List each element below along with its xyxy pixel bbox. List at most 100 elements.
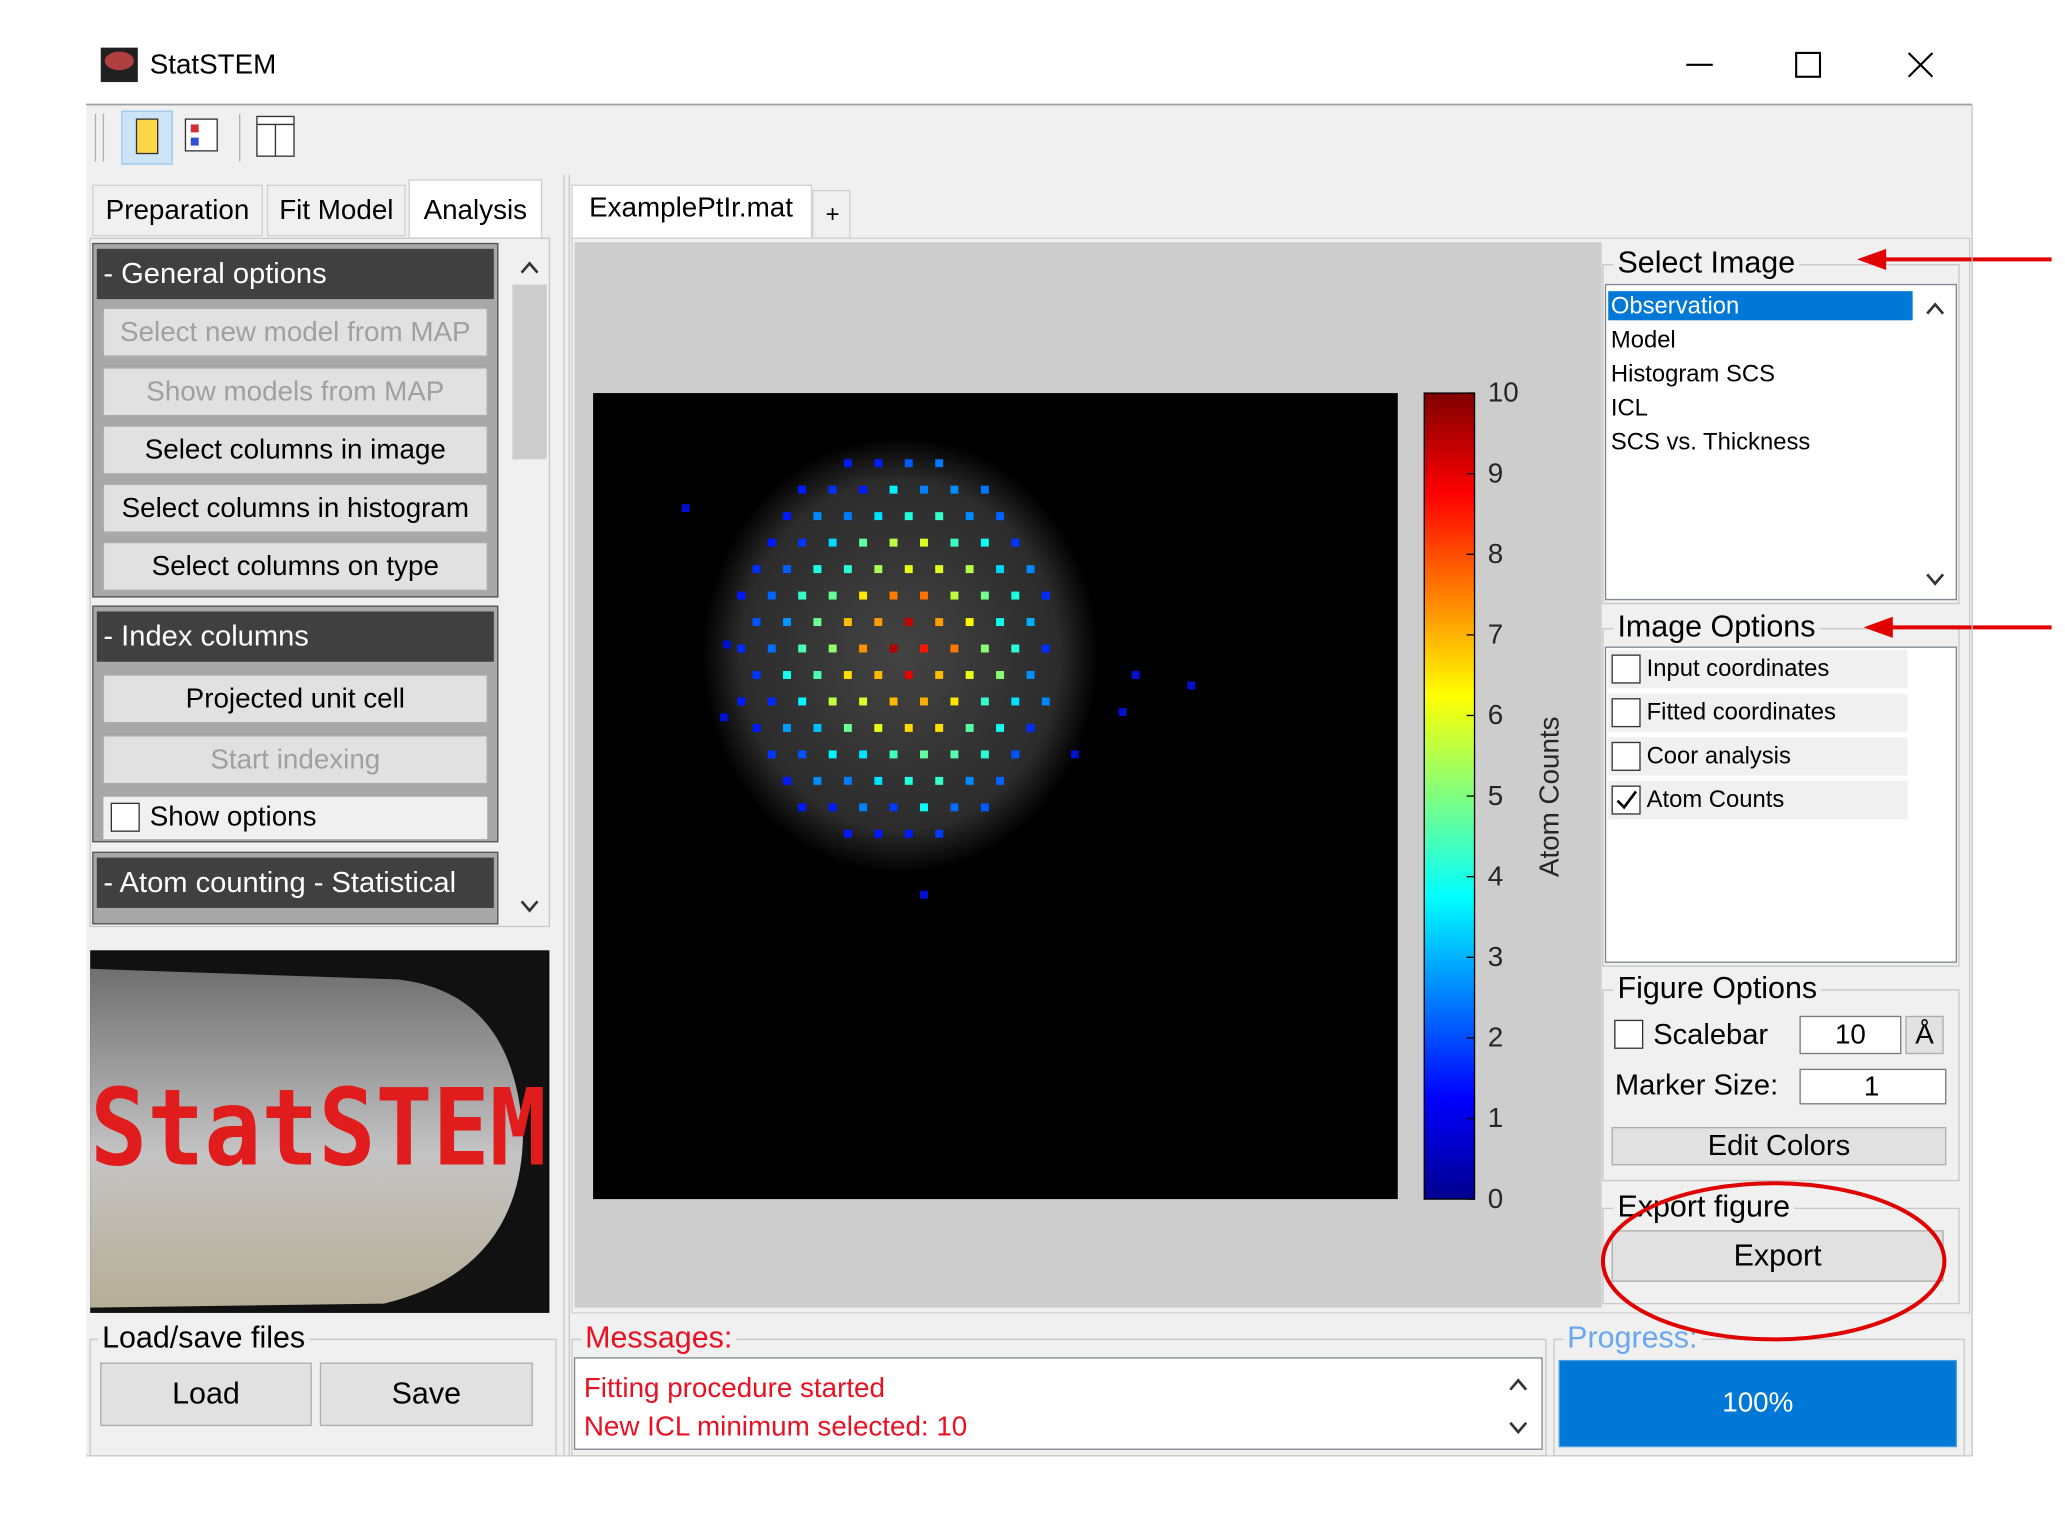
- tab[interactable]: [266, 184, 406, 237]
- atom-marker: [828, 750, 837, 759]
- load-button[interactable]: [100, 1362, 312, 1427]
- tab[interactable]: [92, 184, 263, 237]
- option-label: Atom Counts: [1647, 786, 1785, 813]
- atom-marker: [889, 644, 898, 653]
- micrograph-haze: [701, 436, 1099, 874]
- atom-marker: [889, 697, 898, 706]
- atom-marker: [889, 538, 898, 547]
- group-title-bg: [1613, 609, 1820, 644]
- section-button-label: Start indexing: [210, 743, 380, 774]
- atom-marker: [859, 803, 868, 812]
- toolbar: [86, 105, 1973, 173]
- atom-marker: [920, 644, 928, 653]
- section-button[interactable]: [102, 483, 488, 533]
- atom-marker: [920, 697, 928, 706]
- atom-marker: [813, 723, 822, 732]
- section-button[interactable]: [102, 425, 488, 475]
- atom-marker: [828, 591, 837, 600]
- edit-colors-button[interactable]: [1611, 1126, 1947, 1166]
- scroll-arrow-down[interactable]: [520, 900, 539, 913]
- scroll-arrow-up[interactable]: [1926, 302, 1945, 315]
- checkbox[interactable]: [1611, 785, 1641, 815]
- atom-marker: [1041, 644, 1050, 653]
- scroll-arrow-down[interactable]: [1509, 1421, 1528, 1435]
- atom-marker: [950, 803, 959, 812]
- unit-button[interactable]: [1905, 1015, 1944, 1055]
- atom-marker: [996, 565, 1005, 574]
- atom-marker: [1011, 591, 1020, 600]
- atom-marker: [935, 829, 944, 838]
- scroll-arrow-up[interactable]: [1509, 1378, 1528, 1391]
- annotation-ellipse: [1600, 1181, 1947, 1342]
- scalebar-input[interactable]: [1799, 1015, 1902, 1055]
- section-frame: [92, 242, 499, 598]
- atom-marker: [767, 538, 776, 547]
- section-button[interactable]: [102, 367, 488, 417]
- scrollbar-thumb[interactable]: [512, 284, 547, 460]
- atom-marker: [950, 591, 959, 600]
- save-button[interactable]: [319, 1362, 533, 1427]
- atom-marker: [965, 565, 974, 574]
- colorbar-tick-label: 10: [1488, 377, 1519, 408]
- checkbox[interactable]: [1611, 654, 1641, 684]
- atom-marker: [996, 723, 1005, 732]
- list-item: Histogram SCS: [1611, 360, 1775, 387]
- export-button-label: Export: [1734, 1238, 1823, 1272]
- group-title-bg: [1613, 971, 1822, 1006]
- unit-label: Å: [1915, 1019, 1934, 1050]
- atom-marker: [859, 485, 868, 494]
- colorbar-tick-label: 0: [1488, 1183, 1503, 1214]
- atom-marker: [935, 618, 944, 627]
- atom-marker: [996, 618, 1005, 627]
- section-button[interactable]: [102, 307, 488, 357]
- scroll-arrow-down[interactable]: [1926, 573, 1945, 586]
- colorbar-tick-label: 4: [1488, 860, 1503, 891]
- option-row: [1608, 780, 1908, 820]
- atom-marker: [681, 504, 690, 513]
- atom-marker: [920, 591, 928, 600]
- colorbar-label: Atom Counts: [1534, 716, 1565, 877]
- atom-marker: [874, 671, 883, 679]
- group-title: Export figure: [1617, 1189, 1790, 1223]
- group-title: Image Options: [1617, 610, 1815, 644]
- atom-marker: [980, 485, 989, 494]
- tab[interactable]: [408, 179, 543, 239]
- marker-size-value: 1: [1864, 1070, 1879, 1101]
- atom-marker: [828, 485, 837, 494]
- close-button[interactable]: [1907, 52, 1934, 78]
- atom-marker: [889, 803, 898, 812]
- atom-marker: [798, 644, 807, 653]
- save-button-label: Save: [392, 1377, 461, 1411]
- atom-marker: [980, 697, 989, 706]
- checkbox[interactable]: [1611, 698, 1641, 728]
- atom-marker: [767, 697, 776, 706]
- atom-marker: [783, 776, 791, 785]
- toolbar-icon-part: [190, 137, 199, 146]
- atom-marker: [767, 591, 776, 600]
- figure-tab[interactable]: [571, 184, 813, 242]
- atom-marker: [904, 618, 913, 627]
- section-button[interactable]: [102, 541, 488, 591]
- atom-marker: [828, 697, 837, 706]
- add-tab-label: +: [826, 201, 840, 228]
- atom-marker: [813, 776, 822, 785]
- section-button[interactable]: [102, 674, 488, 724]
- checkbox[interactable]: [110, 802, 140, 832]
- scroll-arrow-up[interactable]: [520, 261, 539, 274]
- message-box: [573, 1357, 1543, 1450]
- scalebar-label: Scalebar: [1653, 1019, 1768, 1051]
- atom-marker: [843, 618, 852, 627]
- checkbox[interactable]: [1611, 741, 1641, 771]
- window-title: StatSTEM: [150, 49, 277, 80]
- atom-marker: [874, 565, 883, 574]
- atom-marker: [980, 803, 989, 812]
- atom-marker: [828, 538, 837, 547]
- toolbar-icon: [135, 118, 159, 155]
- checkbox[interactable]: [1614, 1019, 1644, 1049]
- maximize-button[interactable]: [1795, 51, 1822, 78]
- list-selection[interactable]: [1608, 291, 1913, 321]
- marker-size-input[interactable]: [1799, 1068, 1947, 1105]
- annotation-arrowhead: [1857, 248, 1887, 270]
- section-button[interactable]: [102, 735, 488, 785]
- section-title: - General options: [103, 258, 326, 290]
